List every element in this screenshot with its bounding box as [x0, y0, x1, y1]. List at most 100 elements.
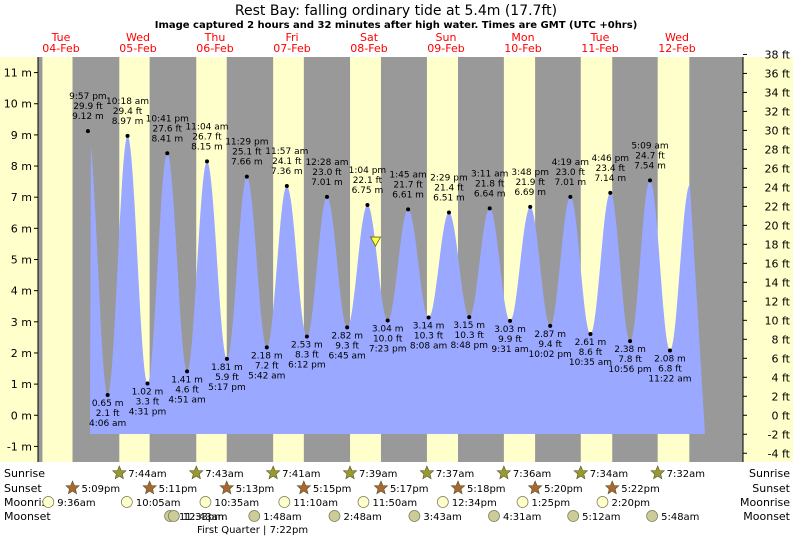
tide-label-time: 6:45 am: [328, 351, 365, 361]
sunset-time: 5:18pm: [467, 484, 506, 495]
sunrise-time: 7:39am: [359, 469, 397, 480]
star-icon: [65, 480, 80, 495]
tide-label-time: 1:04 pm: [349, 166, 387, 176]
tide-label-ft: 21.4 ft: [434, 183, 464, 193]
tide-label-m: 3.04 m: [372, 325, 404, 335]
moonrise-label-left: Moonrise: [4, 496, 54, 509]
tide-label-m: 2.53 m: [291, 340, 323, 350]
tide-point: [406, 207, 411, 212]
y-tick-label-ft: 12 ft: [765, 295, 791, 308]
tide-label-time: 4:06 am: [89, 419, 126, 429]
tide-label-m: 7.36 m: [271, 167, 303, 177]
left-axis-background: [0, 57, 38, 462]
tide-label-ft: 8.3 ft: [295, 350, 319, 360]
star-icon: [573, 465, 589, 480]
tide-label-time: 4:31 pm: [129, 407, 167, 417]
current-tide-marker: [369, 236, 382, 247]
moon-icon: [42, 496, 55, 508]
sunrise-time: 7:34am: [590, 469, 628, 480]
axes: -1 m 0 m 1 m 2 m 3 m 4 m 5 m 6 m 7 m 8 m 9 m 10 m 11…: [0, 48, 793, 462]
star-icon: [142, 480, 158, 495]
tide-label-ft: 23.0 ft: [556, 168, 586, 178]
tide-point: [244, 174, 249, 179]
sunset-label-right: Sunset: [752, 482, 790, 495]
day-date: 05-Feb: [119, 42, 156, 55]
tide-label-ft: 21.7 ft: [393, 180, 423, 190]
moonrise-time: 12:34pm: [452, 498, 497, 509]
tide-label-m: 8.97 m: [112, 117, 144, 127]
tide-point: [185, 369, 190, 374]
tide-label-ft: 21.9 ft: [515, 178, 545, 188]
day-name: Thu: [204, 31, 226, 44]
tide-label-time: 8:48 pm: [450, 341, 488, 351]
y-tick-label-ft: -2 ft: [768, 428, 791, 441]
y-tick-label-m: 1 m: [11, 378, 32, 391]
day-name: Mon: [511, 31, 534, 44]
y-tick-label-ft: 36 ft: [765, 67, 791, 80]
star-icon: [650, 465, 666, 480]
y-tick-label-m: 4 m: [11, 285, 32, 298]
y-tick-label-ft: 6 ft: [772, 352, 791, 365]
tide-label-time: 8:08 am: [410, 341, 447, 351]
tide-label-ft: 24.7 ft: [635, 151, 665, 161]
moon-icon: [248, 510, 261, 522]
tide-label-m: 8.41 m: [151, 134, 183, 144]
tide-point: [105, 393, 110, 398]
tide-label-m: 2.38 m: [614, 345, 646, 355]
tide-label-time: 10:56 pm: [608, 365, 651, 375]
day-date: 04-Feb: [42, 42, 79, 55]
tide-label-m: 9.12 m: [72, 112, 104, 122]
moonset-time: 12:43am: [183, 512, 228, 523]
star-icon: [342, 465, 358, 480]
sunset-time: 5:22pm: [621, 484, 660, 495]
sunrise-time: 7:36am: [513, 469, 551, 480]
tide-label-ft: 7.2 ft: [255, 361, 279, 371]
tide-point: [284, 183, 289, 188]
sunrise-time: 7:44am: [128, 469, 166, 480]
tide-label-ft: 5.9 ft: [215, 373, 239, 383]
tide-label-m: 7.14 m: [594, 174, 626, 184]
tide-label-m: 7.01 m: [311, 178, 343, 188]
tide-label-time: 5:42 am: [248, 371, 285, 381]
sunset-time: 5:15pm: [313, 484, 352, 495]
sunset-time: 5:11pm: [159, 484, 198, 495]
tide-label-ft: 10.0 ft: [373, 335, 403, 345]
tide-point: [508, 318, 513, 323]
y-tick-label-m: 7 m: [11, 191, 32, 204]
moonset-time: 5:48am: [661, 512, 699, 523]
tide-label-time: 1:45 am: [389, 170, 426, 180]
star-icon: [188, 465, 204, 480]
tide-point: [85, 129, 90, 134]
tide-point: [365, 202, 370, 207]
astro-rows: Sunrise Sunrise 7:44am 7:43am 7:41am 7:39am 7:…: [4, 465, 791, 536]
day-name: Wed: [665, 31, 689, 44]
tide-label-ft: 24.1 ft: [272, 157, 302, 167]
star-icon: [604, 480, 620, 495]
day-date: 10-Feb: [504, 42, 541, 55]
day-name: Sat: [360, 31, 379, 44]
tide-point: [588, 331, 593, 336]
sunset-time: 5:13pm: [236, 484, 275, 495]
tide-label-time: 7:23 pm: [369, 345, 407, 355]
tide-point: [568, 194, 573, 199]
day-date: 09-Feb: [427, 42, 464, 55]
y-tick-label-ft: 20 ft: [765, 219, 791, 232]
moon-icon: [408, 510, 421, 522]
y-tick-label-m: 10 m: [4, 98, 32, 111]
moonrise-time: 10:35am: [214, 498, 259, 509]
day-date: 11-Feb: [581, 42, 618, 55]
tide-label-m: 2.18 m: [251, 351, 283, 361]
moonrise-time: 1:25pm: [532, 498, 571, 509]
tide-area: [90, 135, 705, 434]
tide-label-time: 6:12 pm: [288, 360, 326, 370]
tide-label-time: 10:02 pm: [529, 350, 572, 360]
tide-label-time: 4:19 am: [552, 158, 589, 168]
tide-label-m: 7.66 m: [231, 158, 263, 168]
sunset-time: 5:09pm: [82, 484, 121, 495]
tide-label-m: 6.69 m: [514, 188, 546, 198]
star-icon: [296, 480, 312, 495]
tide-point: [446, 210, 451, 215]
tide-label-m: 3.03 m: [494, 325, 526, 335]
day-date: 07-Feb: [273, 42, 310, 55]
